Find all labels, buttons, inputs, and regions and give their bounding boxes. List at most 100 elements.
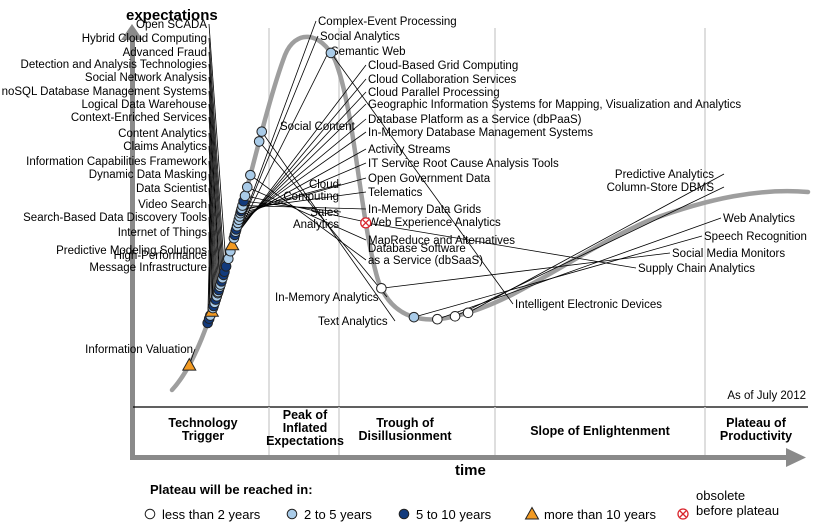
legend-marker-obs: [677, 508, 689, 520]
tech-label: Semantic Web: [331, 46, 406, 58]
tech-label: Intelligent Electronic Devices: [515, 299, 662, 311]
tech-label: Claims Analytics: [123, 141, 207, 153]
legend-marker-lt2: [144, 508, 156, 520]
marker-2to5: [325, 47, 337, 59]
legend-item-obs: obsolete before plateau: [677, 488, 779, 520]
phase-label-technology-trigger: Technology Trigger: [168, 416, 237, 443]
tech-label: Open Government Data: [368, 173, 491, 185]
tech-item-web-experience-analytics: Web Experience Analytics: [239, 190, 501, 229]
as-of-note: As of July 2012: [727, 390, 806, 402]
marker-gt10: [181, 357, 197, 371]
legend-items: less than 2 years 2 to 5 years 5 to 10 yea…: [144, 488, 779, 522]
marker-2to5: [245, 169, 256, 181]
legend-marker-5to10: [398, 508, 410, 520]
legend-marker-2to5: [286, 508, 298, 520]
tech-label: Information Valuation: [85, 344, 193, 356]
y-axis: [121, 24, 143, 458]
tech-item-high-performance-message-infrastructure: High-Performance Message Infrastructure: [89, 250, 213, 329]
marker-lt2: [449, 311, 461, 322]
tech-label: In-Memory Analytics: [275, 292, 379, 304]
tech-label: Supply Chain Analytics: [638, 263, 755, 275]
tech-item-context-enriched-services: Context-Enriched Services: [71, 112, 225, 296]
tech-label: Complex-Event Processing: [318, 16, 457, 28]
y-axis-title: expectations: [126, 7, 218, 24]
tech-label: Cloud Collaboration Services: [368, 74, 517, 86]
tech-label: Cloud Parallel Processing: [368, 87, 500, 99]
tech-label: MapReduce and Alternatives: [368, 235, 515, 247]
tech-item-database-software-as-a-service-dbsaas: Database Software as a Service (dbSaaS): [245, 169, 483, 267]
marker-lt2: [432, 313, 443, 325]
legend-marker-gt10: [524, 506, 540, 520]
marker-2to5: [241, 181, 253, 193]
tech-item-supply-chain-analytics: Supply Chain Analytics: [360, 217, 755, 275]
tech-label: In-Memory Data Grids: [368, 204, 481, 216]
tech-item-text-analytics: Text Analytics: [256, 126, 396, 328]
tech-label: Search-Based Data Discovery Tools: [23, 212, 207, 224]
tech-label: Social Network Analysis: [85, 72, 207, 84]
tech-label: noSQL Database Management Systems: [2, 86, 208, 98]
marker-2to5: [239, 190, 251, 202]
legend-label: more than 10 years: [544, 507, 657, 522]
tech-label: Content Analytics: [118, 128, 207, 140]
legend-item-2to5: 2 to 5 years: [286, 507, 372, 522]
legend: Plateau will be reached in: less than 2 …: [144, 482, 779, 522]
marker-lt2: [376, 282, 387, 294]
tech-label: Advanced Fraud: [123, 47, 207, 59]
tech-label: Open SCADA: [136, 19, 207, 31]
tech-label: Logical Data Warehouse: [81, 99, 207, 111]
tech-label: Context-Enriched Services: [71, 112, 207, 124]
marker-gt10: [224, 237, 240, 251]
legend-label: less than 2 years: [162, 507, 261, 522]
tech-label: Cloud-Based Grid Computing: [368, 60, 518, 72]
tech-label: In-Memory Database Management Systems: [368, 127, 593, 139]
marker-2to5: [408, 311, 420, 323]
x-axis: [130, 448, 806, 467]
tech-item-predictive-analytics: Predictive Analytics: [462, 169, 725, 319]
tech-item-mapreduce-and-alternatives: MapReduce and Alternatives: [241, 181, 515, 247]
tech-item-social-analytics: Social Analytics: [225, 31, 400, 257]
tech-label: Social Media Monitors: [672, 248, 785, 260]
tech-item-intelligent-electronic-devices: Intelligent Electronic Devices: [325, 47, 662, 311]
tech-item-in-memory-data-grids: In-Memory Data Grids: [237, 200, 481, 216]
legend-label: 5 to 10 years: [416, 507, 492, 522]
marker-lt2: [462, 307, 474, 319]
tech-label: Video Search: [138, 199, 207, 211]
tech-label: Social Content: [280, 121, 356, 133]
tech-label: Dynamic Data Masking: [89, 169, 207, 181]
tech-label: Data Scientist: [136, 183, 208, 195]
phase-label-trough-of-disillusionment: Trough of Disillusionment: [358, 416, 452, 443]
tech-item-information-capabilities-framework: Information Capabilities Framework: [26, 156, 222, 305]
tech-item-column-store-dbms: Column-Store DBMS: [449, 182, 725, 322]
marker-obs: [360, 217, 372, 229]
phase-label-peak-of-inflated-expectations: Peak of Inflated Expectations: [266, 408, 344, 448]
tech-label: Web Analytics: [723, 213, 795, 225]
legend-item-lt2: less than 2 years: [144, 507, 261, 522]
legend-title: Plateau will be reached in:: [150, 482, 313, 497]
tech-label: IT Service Root Cause Analysis Tools: [368, 158, 559, 170]
tech-label: Speech Recognition: [704, 231, 807, 243]
tech-label: Hybrid Cloud Computing: [82, 33, 207, 45]
tech-item-hybrid-cloud-computing: Hybrid Cloud Computing: [82, 33, 230, 278]
phase-band: [133, 406, 808, 455]
tech-label: High-Performance Message Infrastructure: [89, 250, 207, 274]
marker-2to5: [256, 126, 268, 137]
tech-label: Database Platform as a Service (dbPaaS): [368, 114, 582, 126]
legend-item-gt10: more than 10 years: [524, 506, 657, 522]
tech-item-information-valuation: Information Valuation: [85, 344, 197, 371]
tech-label: Predictive Modeling Solutions: [56, 245, 207, 257]
legend-label: 2 to 5 years: [304, 507, 372, 522]
tech-label: Internet of Things: [118, 227, 208, 239]
tech-label: Database Software as a Service (dbSaaS): [368, 243, 483, 267]
legend-item-5to10: 5 to 10 years: [398, 507, 492, 522]
tech-label: Column-Store DBMS: [607, 182, 715, 194]
tech-label: Predictive Analytics: [615, 169, 714, 181]
tech-label: Geographic Information Systems for Mappi…: [368, 99, 741, 111]
marker-2to5: [253, 136, 265, 147]
y-axis-arrow: [121, 24, 143, 40]
tech-label: Information Capabilities Framework: [26, 156, 207, 168]
technology-markers: Information Valuation High-Performance Mes…: [2, 16, 807, 371]
legend-label: obsolete before plateau: [696, 488, 779, 518]
tech-label: Detection and Analysis Technologies: [21, 59, 208, 71]
phase-label-plateau-of-productivity: Plateau of Productivity: [720, 416, 792, 443]
tech-label: Text Analytics: [318, 316, 388, 328]
